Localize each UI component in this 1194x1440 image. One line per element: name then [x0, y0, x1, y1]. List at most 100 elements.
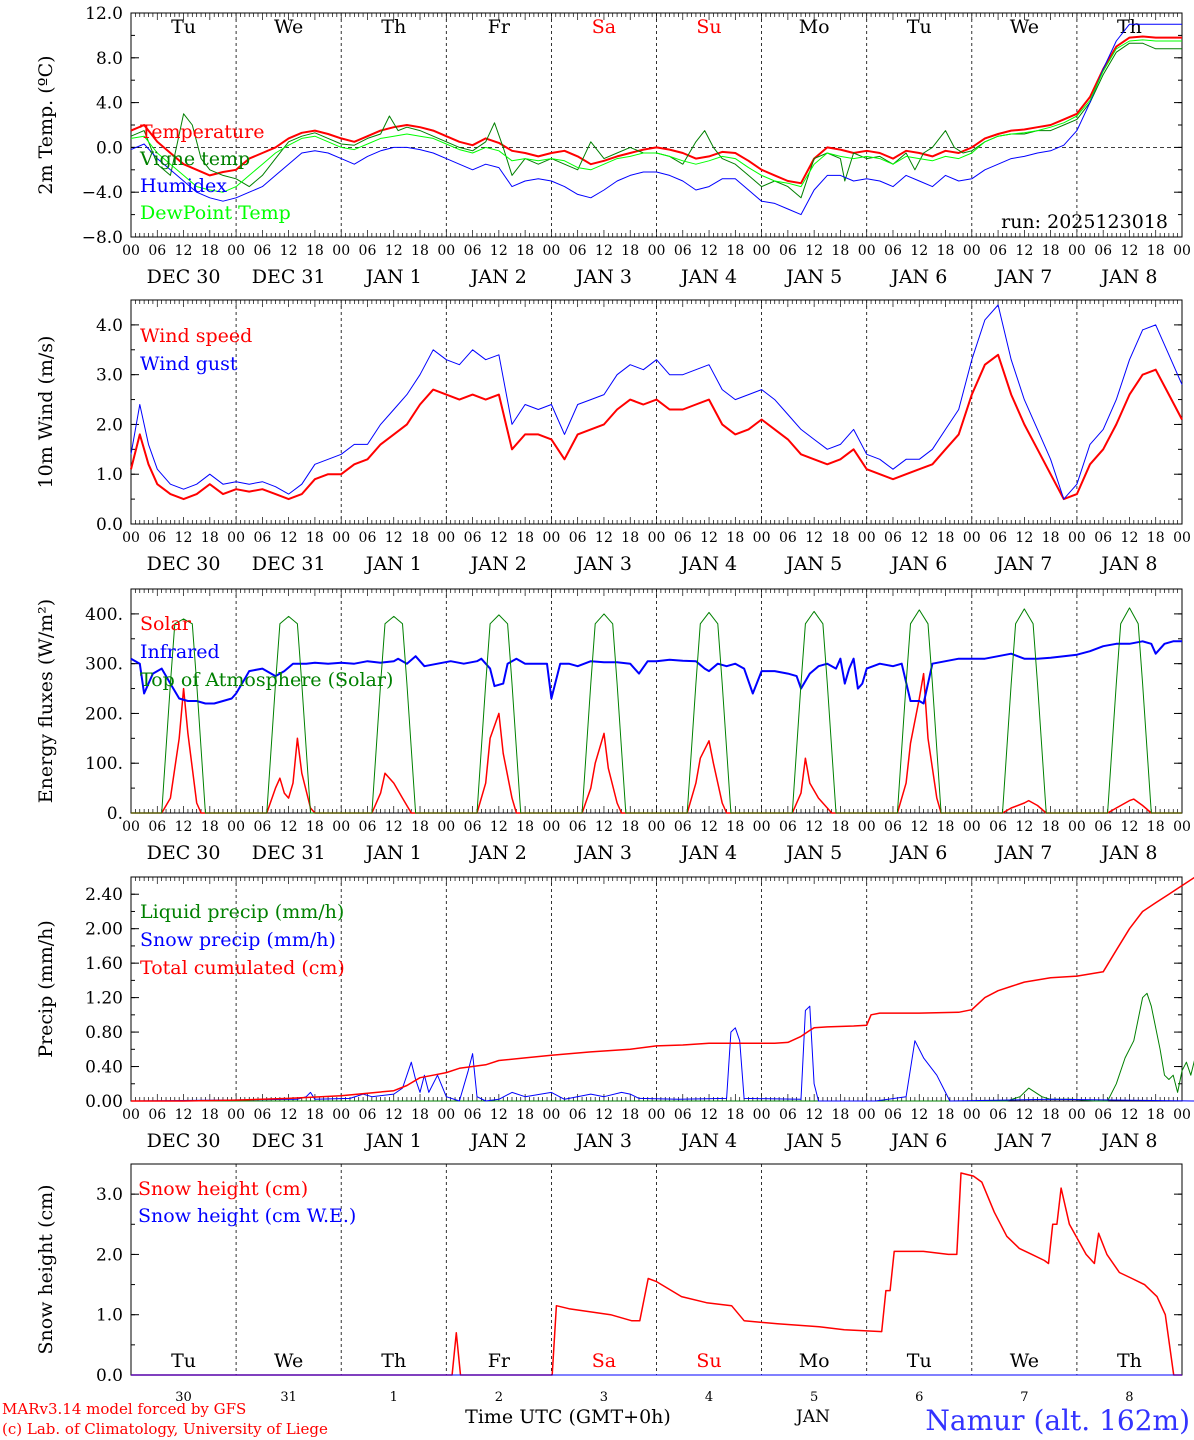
hour-tick-label: 00: [437, 1107, 455, 1123]
hour-tick-label: 18: [1147, 530, 1165, 546]
series-line-dewpoint-temp: [130, 39, 1182, 193]
hour-tick-label: 18: [1147, 243, 1165, 259]
hour-tick-label: 12: [700, 243, 718, 259]
date-label: JAN 5: [784, 842, 842, 864]
series-line-snow-height-cm-: [131, 1172, 1182, 1376]
hour-tick-label: 12: [1121, 1107, 1139, 1123]
hour-tick-label: 12: [1015, 530, 1033, 546]
credit-line: MARv3.14 model forced by GFS: [2, 1400, 246, 1418]
hour-tick-label: 06: [884, 1107, 902, 1123]
hour-tick-label: 06: [253, 1107, 271, 1123]
hour-tick-label: 00: [858, 530, 876, 546]
date-label: JAN 2: [469, 842, 527, 864]
hour-tick-label: 00: [437, 243, 455, 259]
y-tick-label: 1.0: [96, 1306, 123, 1326]
y-tick-label: 3.0: [96, 1185, 123, 1205]
hour-tick-label: 18: [937, 1107, 955, 1123]
hour-tick-label: 18: [516, 1107, 534, 1123]
hour-tick-label: 18: [621, 819, 639, 835]
weekday-label: Su: [696, 16, 721, 38]
day-number: 3: [600, 1390, 608, 1405]
legend-entry: Solar: [140, 613, 192, 635]
hour-tick-label: 12: [280, 530, 298, 546]
hour-tick-label: 18: [832, 243, 850, 259]
hour-tick-label: 06: [464, 1107, 482, 1123]
y-tick-label: 2.0: [96, 1245, 123, 1265]
date-label: DEC 31: [252, 842, 326, 864]
y-tick-label: 2.00: [85, 920, 123, 940]
hour-tick-label: 18: [726, 243, 744, 259]
legend-entry: Snow height (cm W.E.): [138, 1205, 356, 1227]
legend-entry: Total cumulated (cm): [140, 957, 345, 979]
day-number: 5: [810, 1390, 818, 1405]
hour-tick-label: 12: [805, 530, 823, 546]
panel-4: 0.00 0.40 0.80 1.20 1.60 2.00 2.40 Precip (mm/h…: [35, 876, 1194, 1152]
weekday-label: Mo: [799, 16, 830, 38]
legend-entry: Wind gust: [140, 353, 238, 375]
hour-tick-label: 00: [1068, 243, 1086, 259]
legend-entry: Humidex: [140, 175, 227, 197]
y-axis-label: 2m Temp. (ºC): [35, 55, 57, 194]
hour-tick-label: 06: [148, 530, 166, 546]
hour-tick-label: 18: [1042, 819, 1060, 835]
plot-frame: [130, 588, 1183, 814]
hour-tick-label: 12: [805, 1107, 823, 1123]
hour-tick-label: 00: [1173, 530, 1191, 546]
hour-tick-label: 06: [1094, 819, 1112, 835]
y-axis-label: Energy fluxes (W/m²): [35, 599, 57, 803]
weekday-label: Tu: [907, 16, 932, 38]
hour-tick-label: 00: [227, 243, 245, 259]
hour-tick-label: 00: [858, 819, 876, 835]
hour-tick-label: 00: [437, 819, 455, 835]
hour-tick-label: 06: [569, 1107, 587, 1123]
date-label: JAN 7: [994, 1130, 1052, 1152]
hour-tick-label: 06: [148, 1107, 166, 1123]
hour-tick-label: 00: [648, 1107, 666, 1123]
hour-tick-label: 12: [175, 819, 193, 835]
hour-tick-label: 18: [201, 819, 219, 835]
date-label: JAN 2: [469, 1130, 527, 1152]
day-number: 4: [705, 1390, 713, 1405]
hour-tick-label: 18: [937, 530, 955, 546]
series-line-top-of-atmosphere-solar-: [131, 607, 1182, 814]
y-tick-label: 0.40: [85, 1058, 123, 1078]
hour-tick-label: 00: [963, 530, 981, 546]
weekday-label: Sa: [592, 1350, 616, 1372]
hour-tick-label: 06: [779, 530, 797, 546]
y-axis-label: Precip (mm/h): [35, 920, 57, 1058]
y-tick-label: 3.0: [96, 366, 123, 386]
hour-tick-label: 06: [253, 530, 271, 546]
y-tick-label: 400.: [85, 605, 123, 625]
date-label: JAN 6: [889, 1130, 947, 1152]
weekday-label: Th: [1117, 1350, 1142, 1372]
panel-3: 0. 100. 200. 300. 400. Energy fluxes (W/m²) 00…: [35, 588, 1191, 864]
hour-tick-label: 00: [122, 530, 140, 546]
hour-tick-label: 12: [490, 819, 508, 835]
date-label: JAN 5: [784, 266, 842, 288]
hour-tick-label: 18: [621, 243, 639, 259]
y-axis-label: Snow height (cm): [35, 1184, 57, 1354]
date-label: JAN 8: [1099, 842, 1157, 864]
weekday-label: Th: [381, 16, 406, 38]
panel-1: −8.0 −4.0 0.0 4.0 8.0 12.0 2m Temp. (ºC) 00 06 12…: [35, 4, 1191, 288]
hour-tick-label: 06: [674, 243, 692, 259]
hour-tick-label: 18: [201, 530, 219, 546]
date-label: JAN 4: [679, 1130, 737, 1152]
hour-tick-label: 06: [674, 530, 692, 546]
hour-tick-label: 06: [464, 530, 482, 546]
hour-tick-label: 00: [1173, 819, 1191, 835]
hour-tick-label: 00: [122, 243, 140, 259]
hour-tick-label: 00: [858, 243, 876, 259]
date-label: JAN 7: [994, 266, 1052, 288]
hour-tick-label: 18: [1147, 819, 1165, 835]
y-axis-label: 10m Wind (m/s): [35, 336, 57, 489]
hour-tick-label: 06: [569, 243, 587, 259]
hour-tick-label: 18: [726, 819, 744, 835]
date-label: DEC 31: [252, 1130, 326, 1152]
y-tick-label: 4.0: [96, 316, 123, 336]
hour-tick-label: 18: [832, 1107, 850, 1123]
weekday-label: We: [274, 16, 303, 38]
hour-tick-label: 06: [464, 819, 482, 835]
series-line-liquid-precip-mm-h-: [131, 992, 1194, 1102]
hour-tick-label: 06: [148, 819, 166, 835]
